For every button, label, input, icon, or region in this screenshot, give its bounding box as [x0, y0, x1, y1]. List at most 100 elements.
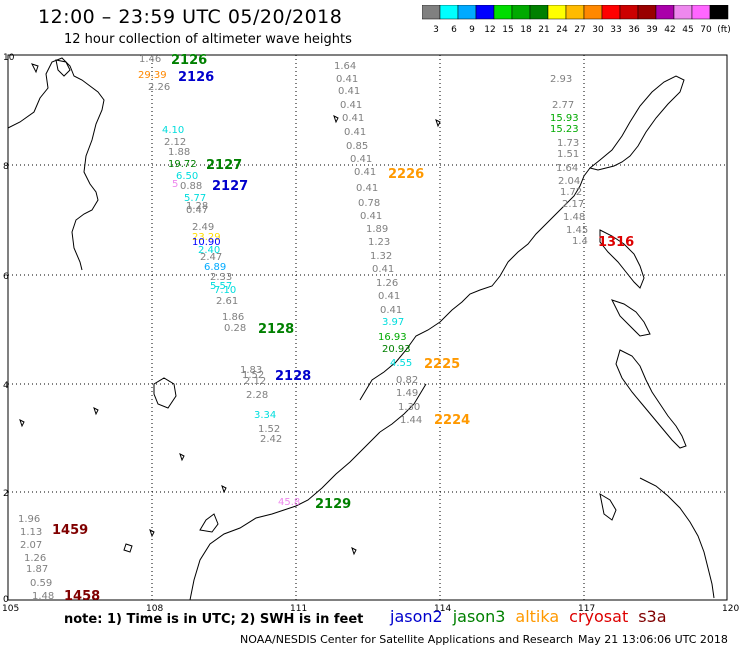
wave-height-value: 4.55 — [390, 358, 412, 369]
wave-height-value: 0.28 — [224, 323, 246, 334]
wave-height-value: 0.41 — [354, 167, 376, 178]
legend-label: 30 — [592, 25, 604, 35]
wave-height-value: 2.47 — [200, 252, 222, 263]
wave-height-value: 2.28 — [246, 390, 268, 401]
wave-height-value: 1.87 — [26, 564, 48, 575]
satellite-name: cryosat — [569, 607, 629, 626]
wave-height-value: 1.26 — [376, 278, 398, 289]
wave-height-value: 7.10 — [214, 285, 236, 296]
pass-number: 2127 — [212, 179, 248, 194]
wave-height-value: 6.89 — [204, 262, 226, 273]
wave-height-value: 0.59 — [30, 578, 52, 589]
wave-height-value: 2.12 — [244, 376, 266, 387]
pass-number: 2126 — [171, 53, 207, 68]
wave-height-value: 0.41 — [342, 113, 364, 124]
pass-number: 1458 — [64, 589, 100, 604]
wave-height-value: 1.96 — [18, 514, 40, 525]
legend-label: 39 — [646, 25, 658, 35]
lat-label: 6 — [3, 272, 9, 282]
pass-number: 2226 — [388, 167, 424, 182]
legend-label: 18 — [520, 25, 532, 35]
pass-number: 2224 — [434, 413, 470, 428]
map-subtitle: 12 hour collection of altimeter wave hei… — [64, 32, 352, 47]
credit-org: NOAA/NESDIS Center for Satellite Applica… — [240, 633, 574, 646]
wave-height-value: 1.52 — [242, 370, 264, 381]
wave-height-value: 0.41 — [356, 183, 378, 194]
satellite-legend: jason2 jason3 altika cryosat s3a — [390, 607, 677, 626]
wave-height-value: 0.41 — [378, 291, 400, 302]
wave-height-value: 3.34 — [254, 410, 276, 421]
legend-label: 6 — [451, 25, 457, 35]
wave-height-value: 2.07 — [20, 540, 42, 551]
wave-height-value: 2.26 — [148, 82, 170, 93]
coastline — [7, 57, 715, 601]
wave-height-value: 0.41 — [350, 154, 372, 165]
wave-height-value: 2.33 — [210, 272, 232, 283]
wave-height-value: 1.23 — [368, 237, 390, 248]
lon-label: 114 — [434, 604, 451, 614]
legend-label: 70 — [700, 25, 712, 35]
wave-height-value: 15.93 — [550, 113, 579, 124]
pass-number: 2126 — [178, 70, 214, 85]
lon-label: 111 — [290, 604, 307, 614]
legend-label: 3 — [433, 25, 439, 35]
wave-height-value: 1.89 — [366, 224, 388, 235]
legend-label: 27 — [574, 25, 585, 35]
satellite-name: jason3 — [452, 607, 506, 626]
map-title: 12:00 – 23:59 UTC 05/20/2018 — [38, 6, 343, 28]
wave-height-value: 5.57 — [210, 281, 232, 292]
footer-note: note: 1) Time is in UTC; 2) SWH is in fe… — [64, 612, 364, 627]
wave-height-value: 1.51 — [557, 149, 579, 160]
map-frame — [7, 54, 728, 601]
wave-height-value: 0.41 — [360, 211, 382, 222]
lon-label: 105 — [2, 604, 19, 614]
legend-label: 45 — [682, 25, 693, 35]
wave-height-value: 2.04 — [558, 176, 580, 187]
wave-height-value: 1.72 — [560, 187, 582, 198]
lon-labels: 105 108 111 114 117 120 — [2, 604, 739, 614]
wave-height-value: 0.41 — [344, 127, 366, 138]
pass-number: 2128 — [275, 369, 311, 384]
wave-height-value: 1.46 — [139, 54, 161, 65]
pass-number: 2127 — [206, 158, 242, 173]
satellite-name: altika — [515, 607, 560, 626]
wave-height-value: 1.52 — [258, 424, 280, 435]
wave-height-value: 0.41 — [336, 74, 358, 85]
legend-label: 15 — [502, 25, 513, 35]
wave-height-value: 1.45 — [566, 225, 588, 236]
wave-height-value: 0.78 — [358, 198, 380, 209]
lat-labels: 10 8 6 4 2 0 — [3, 53, 15, 605]
wave-height-value: 2.49 — [192, 222, 214, 233]
lat-label: 0 — [3, 595, 9, 605]
lon-label: 117 — [578, 604, 595, 614]
wave-height-value: 2.61 — [216, 296, 238, 307]
wave-height-value: 4.10 — [162, 125, 184, 136]
lon-label: 120 — [722, 604, 739, 614]
legend-label: (ft) — [717, 25, 731, 35]
wave-height-value: 0.82 — [396, 375, 418, 386]
wave-height-value: 45.8 — [278, 497, 300, 508]
wave-height-value: 0.41 — [338, 86, 360, 97]
wave-height-value: 1.28 — [186, 201, 208, 212]
wave-height-value: 16.93 — [378, 332, 407, 343]
wave-height-value: 0.47 — [186, 205, 208, 216]
satellite-name: s3a — [638, 607, 667, 626]
credit-timestamp: May 21 13:06:06 UTC 2018 — [578, 633, 728, 646]
wave-height-value: 2.12 — [164, 137, 186, 148]
wave-height-value: 5.77 — [184, 193, 206, 204]
wave-height-value: 0.41 — [372, 264, 394, 275]
lat-label: 2 — [3, 489, 9, 499]
legend-label: 9 — [469, 25, 475, 35]
wave-height-value: 2.93 — [550, 74, 572, 85]
pass-number: 2128 — [258, 322, 294, 337]
wave-height-value: 1.32 — [370, 251, 392, 262]
legend-label: 42 — [664, 25, 675, 35]
wave-height-value: 0.41 — [380, 305, 402, 316]
wave-height-value: 2.17 — [562, 199, 584, 210]
wave-height-value: 0.85 — [346, 141, 368, 152]
wave-height-value: 1.64 — [334, 61, 356, 72]
wave-height-value: 1.30 — [398, 402, 420, 413]
color-legend: 3 6 9 12 15 18 21 24 27 30 33 36 39 42 45 70 (ft) — [422, 5, 731, 35]
wave-height-value: 2.77 — [552, 100, 574, 111]
